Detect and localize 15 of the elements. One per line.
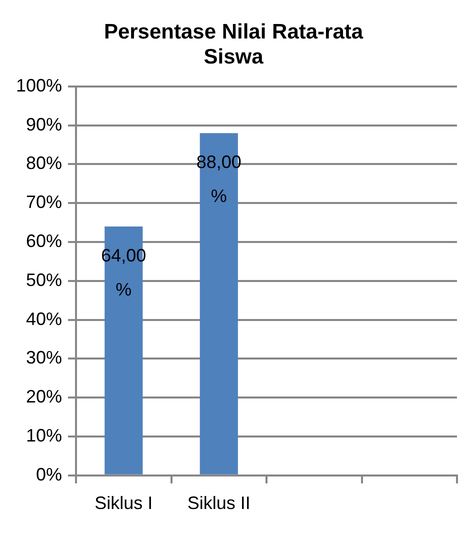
y-tick-label: 90% bbox=[26, 114, 62, 134]
y-tick-label: 100% bbox=[16, 75, 62, 96]
y-tick-label: 0% bbox=[36, 464, 62, 484]
y-tick-label: 40% bbox=[26, 308, 62, 329]
chart-title: Persentase Nilai Rata-rata Siswa bbox=[104, 20, 364, 69]
data-label: 88,00% bbox=[196, 152, 242, 206]
y-tick-label: 60% bbox=[26, 230, 62, 251]
y-tick-label: 50% bbox=[26, 270, 62, 290]
y-tick-label: 80% bbox=[26, 153, 62, 174]
x-tick-label: Siklus I bbox=[94, 493, 153, 514]
y-tick-label: 10% bbox=[26, 425, 62, 446]
y-tick-label: 70% bbox=[26, 192, 62, 212]
y-tick-label: 30% bbox=[26, 348, 62, 368]
x-tick-label: Siklus II bbox=[187, 493, 250, 514]
y-tick-label: 20% bbox=[26, 386, 62, 407]
